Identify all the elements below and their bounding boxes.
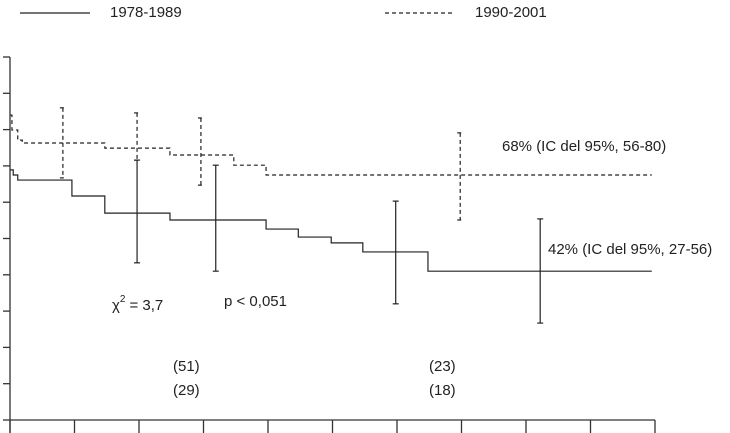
- annotation: 42% (IC del 95%, 27-56): [548, 241, 712, 258]
- survival-curve: [10, 114, 652, 176]
- chi-exponent: 2: [120, 294, 126, 305]
- error-bar: [134, 112, 141, 161]
- legend-label: 1978-1989: [110, 4, 182, 21]
- chi-value: = 3,7: [129, 297, 163, 314]
- legend-label: 1990-2001: [475, 4, 547, 21]
- risk-count: (18): [429, 382, 456, 399]
- error-bar: [197, 117, 204, 186]
- risk-count: (23): [429, 358, 456, 375]
- error-bar: [59, 107, 66, 179]
- error-bar: [457, 132, 464, 221]
- error-bar: [212, 164, 219, 272]
- annotation: p < 0,051: [224, 293, 287, 310]
- error-bar: [134, 159, 141, 264]
- annotation: χ2 = 3,7: [112, 294, 163, 314]
- annotation: 68% (IC del 95%, 56-80): [502, 138, 666, 155]
- survival-curve: [10, 169, 652, 272]
- risk-count: (29): [173, 382, 200, 399]
- chi-symbol: χ: [112, 297, 120, 314]
- risk-count: (51): [173, 358, 200, 375]
- error-bar: [537, 218, 544, 324]
- error-bar: [392, 200, 399, 305]
